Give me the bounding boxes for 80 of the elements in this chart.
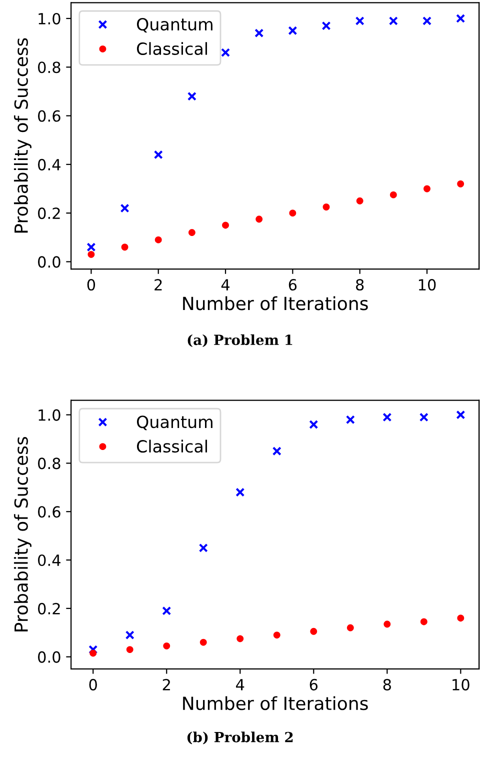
point (154, 150, 163, 160)
x-tick-label: 10 (418, 279, 436, 291)
point (346, 624, 354, 632)
point (390, 191, 397, 198)
point (289, 210, 296, 217)
y-tick-label: 0.0 (38, 256, 60, 268)
x-axis-title: Number of Iterations (183, 696, 368, 710)
y-tick-label: 0.4 (38, 158, 60, 170)
point (236, 488, 245, 497)
point (384, 620, 391, 628)
point (346, 415, 355, 424)
y-tick-label: 0.2 (38, 602, 60, 614)
point (120, 204, 130, 213)
x-tick-label: 0 (87, 279, 96, 291)
point (356, 197, 364, 204)
point (309, 420, 318, 430)
x-tick-label: 10 (452, 678, 470, 690)
point (90, 650, 97, 657)
point (236, 635, 244, 642)
point (422, 16, 432, 26)
y-tick-label: 0.6 (38, 110, 60, 122)
point (457, 180, 464, 188)
point (457, 614, 464, 622)
point (88, 250, 95, 258)
point (419, 412, 428, 422)
point (125, 630, 134, 640)
point (272, 446, 282, 456)
text: (a) Problem 1 (188, 334, 292, 348)
x-tick-label: 2 (162, 678, 170, 690)
point (420, 618, 428, 626)
legend-label: Classical (136, 42, 207, 56)
legend-label: Quantum (136, 18, 212, 32)
y-tick-label: 0.8 (38, 62, 60, 74)
point (388, 16, 398, 26)
point (273, 632, 280, 639)
point (121, 244, 128, 251)
point (310, 628, 318, 635)
legend-label: Quantum (136, 416, 212, 430)
point (456, 14, 466, 23)
point (254, 28, 264, 38)
x-tick-label: 6 (288, 279, 297, 291)
point (163, 642, 170, 650)
y-tick-label: 1.0 (38, 409, 60, 421)
x-tick-label: 6 (310, 678, 318, 690)
point (162, 606, 172, 616)
y-tick-label: 0.6 (38, 506, 60, 518)
point (424, 185, 430, 192)
legend-label: Classical (136, 440, 207, 453)
x-axis-title: Number of Iterations (183, 296, 368, 310)
x-tick-label: 8 (383, 678, 391, 690)
point (382, 412, 392, 422)
point (88, 645, 98, 654)
point (322, 21, 331, 30)
y-tick-label: 0.8 (38, 458, 60, 470)
point (188, 229, 196, 236)
y-tick-label: 0.0 (38, 651, 60, 663)
point (222, 222, 229, 229)
y-axis-title: Probability of Success (14, 436, 32, 632)
x-tick-label: 2 (154, 279, 162, 290)
x-tick-label: 0 (89, 678, 97, 690)
point (355, 16, 364, 26)
y-tick-label: 0.2 (38, 208, 60, 220)
point (187, 92, 196, 101)
point (126, 646, 134, 654)
point (200, 638, 207, 646)
x-tick-label: 4 (221, 279, 230, 290)
point (288, 26, 298, 36)
x-tick-label: 4 (236, 679, 244, 690)
text: (b) Problem 2 (187, 732, 293, 744)
y-tick-label: 1.0 (38, 12, 60, 24)
point (256, 216, 263, 223)
point (86, 242, 96, 252)
point (154, 236, 162, 244)
point (322, 204, 330, 210)
point (198, 543, 208, 552)
point (220, 48, 230, 58)
y-tick-label: 0.4 (38, 554, 60, 566)
y-axis-title: Probability of Success (14, 38, 32, 233)
x-tick-label: 8 (356, 279, 364, 291)
point (456, 410, 466, 420)
